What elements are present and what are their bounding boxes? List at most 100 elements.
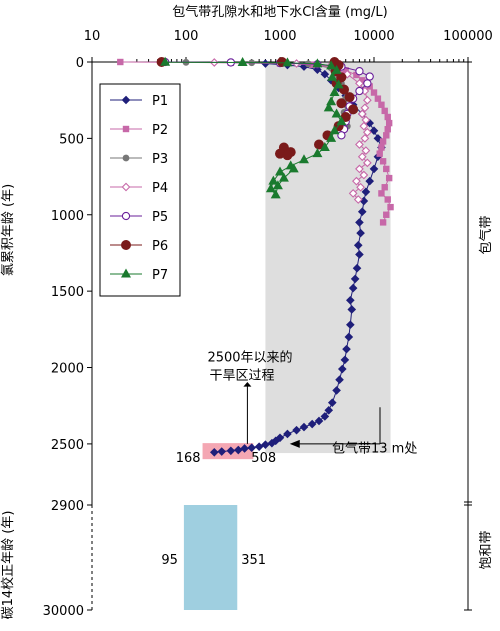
legend-marker-p5 [121,211,131,221]
point-p7-25 [288,163,299,173]
right-label-vadose: 包气带 [478,215,494,254]
point-p7-10 [323,102,334,112]
point-p2-25 [378,190,385,197]
point-p1-43 [369,126,379,136]
point-p4-6 [362,95,372,105]
legend-label-p4: P4 [152,181,168,196]
y-tick-label-5: 2500 [51,438,84,453]
point-p1-2 [226,446,236,456]
point-p2-17 [383,132,390,139]
point-p1-6 [254,442,264,451]
right-label-saturated: 饱和带 [479,530,494,569]
pink-box-left-label: 168 [176,451,201,466]
point-p4-7 [360,103,370,113]
point-p2-26 [384,196,391,203]
point-p4-8 [357,109,367,119]
point-p4-22 [353,195,363,204]
point-p2-12 [378,101,385,108]
point-p7-16 [312,148,323,158]
point-p1-33 [356,228,365,238]
point-p6-9 [336,98,347,109]
point-p1-21 [337,364,347,374]
point-p4-16 [362,158,372,168]
blue-box-left-label: 95 [161,553,178,568]
point-p2-7 [353,71,360,79]
x-tick-label-2: 1000 [263,29,296,44]
series-p4 [209,58,372,204]
point-p1-31 [355,250,364,259]
y-tick-label-6: 2900 [51,499,84,514]
point-p1-29 [350,274,360,284]
point-p6-10 [348,104,359,115]
point-p7-5 [331,64,342,74]
point-p2-14 [384,113,391,121]
point-p1-19 [332,386,341,395]
legend-label-p3: P3 [152,152,168,167]
point-p2-24 [381,184,388,191]
point-p1-32 [353,241,363,250]
legend-label-p6: P6 [152,239,168,254]
point-p1-12 [292,425,301,435]
point-p1-50 [320,69,330,79]
point-p2-29 [379,219,387,226]
point-p1-5 [247,443,257,453]
point-p2-28 [383,211,390,218]
legend-label-p1: P1 [152,94,168,109]
point-p7-1 [237,56,248,66]
point-p2-18 [379,138,387,145]
point-p6-18 [282,150,293,161]
point-p1-34 [355,218,364,227]
legend-box [99,83,181,297]
point-p5-7 [363,79,372,88]
point-p2-16 [384,126,391,133]
ticks: 10 100 1000 10000 100000 0 500 1000 1500 2000 2500… [43,29,493,619]
point-p2-20 [376,150,383,157]
point-p7-12 [336,116,347,126]
pink-box-right-label: 508 [251,451,276,466]
point-p1-28 [348,283,358,293]
x-tick-label-3: 10000 [353,29,394,44]
point-p1-37 [361,187,371,197]
point-p6-14 [314,139,325,150]
point-p1-13 [299,422,309,432]
point-p1-26 [347,305,357,314]
point-p2-23 [385,174,393,182]
point-p1-39 [369,164,379,174]
point-p1-24 [344,332,354,342]
point-p1-38 [365,176,375,186]
point-p7-19 [275,166,285,176]
grey-band [265,62,391,454]
point-p7-0 [160,56,171,66]
point-p2-8 [359,77,366,84]
point-p5-8 [355,86,364,96]
point-p7-22 [270,189,281,199]
y-lower-tick-label-0: 30000 [43,604,84,619]
point-p4-11 [362,127,372,137]
point-p1-4 [240,444,249,453]
point-p7-21 [265,183,276,193]
point-p1-27 [346,295,355,305]
y-axis-title-upper: 氯累积年龄 (年) [1,184,16,276]
point-p7-17 [298,154,309,164]
point-p4-18 [359,170,369,180]
legend: P1 P2 P3 P4 P5 P6 P7 [99,83,181,297]
point-p7-6 [327,71,338,81]
point-p7-4 [326,60,337,70]
dry-period-label-line2: 干旱区过程 [209,369,274,384]
point-p7-3 [312,58,323,68]
point-p4-9 [361,115,371,125]
legend-marker-p1 [121,95,131,105]
point-p2-11 [374,95,382,102]
point-p1-1 [217,447,227,456]
point-p2-13 [381,107,388,115]
point-p4-17 [355,164,364,174]
point-p1-18 [327,398,337,407]
legend-marker-p2 [122,125,130,133]
point-p1-14 [307,419,317,429]
point-p4-14 [361,146,371,155]
x-tick-label-4: 100000 [443,29,493,44]
point-p2-0 [117,58,124,66]
legend-marker-p7 [121,268,131,278]
legend-marker-p3 [122,154,130,162]
